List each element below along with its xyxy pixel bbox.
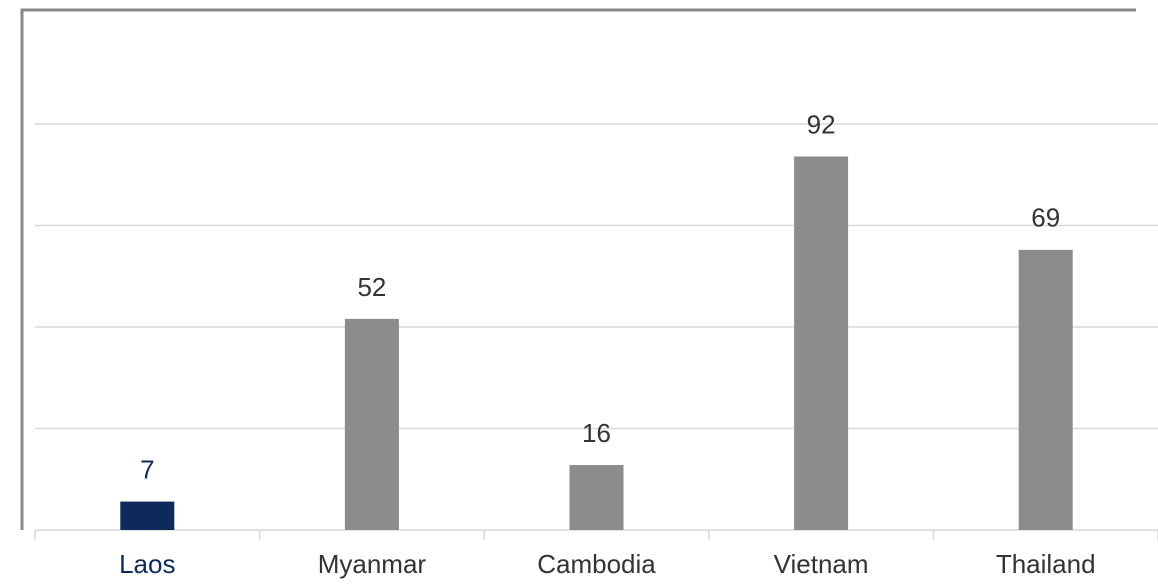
data-label: 69 bbox=[1031, 203, 1060, 233]
x-tick-label: Vietnam bbox=[774, 549, 869, 579]
x-tick-label: Cambodia bbox=[537, 549, 656, 579]
bar bbox=[794, 156, 849, 531]
bar bbox=[344, 318, 399, 530]
bar bbox=[1018, 249, 1073, 531]
frame bbox=[20, 8, 1136, 530]
x-tick-label: Laos bbox=[119, 549, 175, 579]
bar bbox=[569, 465, 624, 530]
bar bbox=[120, 501, 175, 530]
x-tick-label: Thailand bbox=[996, 549, 1096, 579]
data-label: 16 bbox=[582, 418, 611, 448]
data-label: 52 bbox=[357, 272, 386, 302]
data-label: 7 bbox=[140, 454, 154, 484]
x-tick-label: Myanmar bbox=[318, 549, 427, 579]
data-label: 92 bbox=[807, 109, 836, 139]
